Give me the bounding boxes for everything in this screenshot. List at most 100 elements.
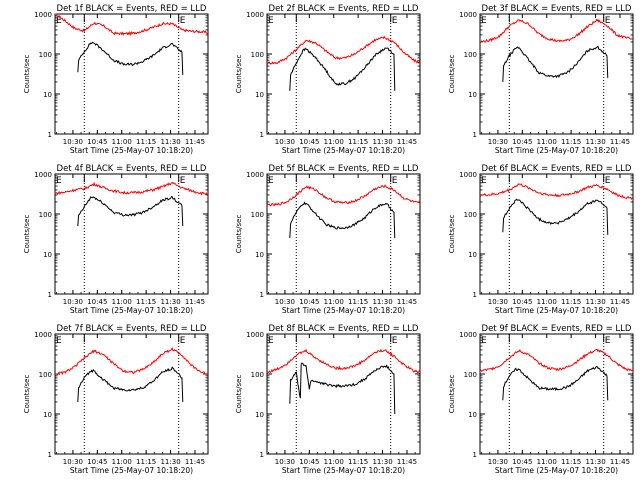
chart-panel-3: Det 3f BLACK = Events, RED = LLD 1 10 100 10… [448,4,633,155]
x-tick-label: 11:15 [136,298,156,306]
chart-panel-9: Det 9f BLACK = Events, RED = LLD11010010… [448,324,633,475]
x-tick-label: 11:30 [372,458,392,466]
x-tick-label: 11:30 [372,298,392,306]
marker-label-left: E [56,176,62,186]
chart-title: Det 3f BLACK = Events, RED = LLD [482,4,632,14]
x-axis-label: Start Time (25-May-07 10:18:20) [495,306,618,315]
x-tick-label: 11:45 [610,138,630,146]
x-tick-label: 11:45 [397,298,417,306]
y-tick-label: 10 [255,411,264,419]
x-tick-label: 11:00 [324,138,344,146]
lld-series-line [267,37,420,64]
y-tick-label: 1 [473,131,477,139]
x-tick-label: 11:00 [537,138,557,146]
marker-label-right: E [180,336,186,346]
y-axis-label: Counts/sec [23,215,31,254]
marker-label-right: E [392,176,398,186]
detector-chart-grid: Det 1f BLACK = Events, RED = LLD 1 10 100 10… [0,0,640,480]
events-series-line [290,203,395,239]
y-axis-label: Counts/sec [235,55,243,94]
events-series-line [78,197,183,226]
x-tick-label: 10:45 [87,458,107,466]
y-tick-label: 100 [464,371,477,379]
x-tick-label: 11:45 [610,458,630,466]
events-series-line [503,367,608,401]
x-tick-label: 10:45 [299,298,319,306]
events-series-line [503,46,608,82]
y-tick-label: 1000 [246,171,264,179]
x-tick-label: 10:45 [299,138,319,146]
marker-label-left: E [481,16,487,26]
plot-frame [267,14,420,134]
marker-label-right: E [605,336,611,346]
x-tick-label: 10:30 [275,298,295,306]
x-tick-label: 10:45 [512,138,532,146]
y-axis-label: Counts/sec [448,55,456,94]
chart-panel-7: Det 7f BLACK = Events, RED = LLD11010010… [23,324,208,475]
lld-series-line [267,350,420,373]
chart-panel-2: Det 2f BLACK = Events, RED = LLD 1 10 100 10… [235,4,420,155]
x-tick-label: 11:30 [585,458,605,466]
x-tick-label: 11:00 [324,458,344,466]
y-tick-label: 1 [48,291,52,299]
y-axis-label: Counts/sec [235,375,243,414]
chart-title: Det 4f BLACK = Events, RED = LLD [57,164,207,174]
marker-label-right: E [180,16,186,26]
y-axis-label: Counts/sec [235,215,243,254]
x-tick-label: 10:30 [488,138,508,146]
x-tick-label: 11:30 [585,138,605,146]
x-tick-label: 11:45 [397,458,417,466]
x-tick-label: 11:00 [537,298,557,306]
x-axis-label: Start Time (25-May-07 10:18:20) [70,466,193,475]
x-tick-label: 11:30 [372,138,392,146]
chart-panel-8: Det 8f BLACK = Events, RED = LLD11010010… [235,324,420,475]
x-tick-label: 11:30 [160,298,180,306]
x-tick-label: 11:45 [397,138,417,146]
y-tick-label: 10 [43,411,52,419]
y-tick-label: 100 [39,371,52,379]
y-tick-label: 1 [473,291,477,299]
x-axis-label: Start Time (25-May-07 10:18:20) [70,306,193,315]
y-tick-label: 1000 [459,171,477,179]
chart-title: Det 1f BLACK = Events, RED = LLD [57,4,207,14]
x-tick-label: 10:45 [87,138,107,146]
y-tick-label: 1 [473,451,477,459]
y-tick-label: 10 [468,251,477,259]
marker-label-left: E [481,336,487,346]
x-tick-label: 11:00 [112,298,132,306]
y-tick-label: 1 [260,291,264,299]
x-tick-label: 11:45 [185,298,205,306]
x-axis-label: Start Time (25-May-07 10:18:20) [495,466,618,475]
y-tick-label: 100 [251,371,264,379]
x-tick-label: 10:30 [488,298,508,306]
x-tick-label: 11:00 [537,458,557,466]
events-series-line [503,199,608,235]
chart-panel-4: Det 4f BLACK = Events, RED = LLD11010010… [23,164,208,315]
events-series-line [290,48,395,91]
x-tick-label: 11:45 [610,298,630,306]
x-axis-label: Start Time (25-May-07 10:18:20) [495,146,618,155]
x-tick-label: 10:30 [275,138,295,146]
marker-label-left: E [268,336,274,346]
marker-label-right: E [392,16,398,26]
marker-label-right: E [605,176,611,186]
x-tick-label: 11:00 [112,458,132,466]
y-tick-label: 1 [260,451,264,459]
chart-panel-1: Det 1f BLACK = Events, RED = LLD 1 10 100 10… [23,4,208,155]
lld-series-line [480,184,633,199]
y-tick-label: 100 [251,211,264,219]
chart-title: Det 8f BLACK = Events, RED = LLD [269,324,419,334]
y-tick-label: 10 [255,91,264,99]
y-tick-label: 1000 [34,331,52,339]
x-axis-label: Start Time (25-May-07 10:18:20) [70,146,193,155]
x-axis-label: Start Time (25-May-07 10:18:20) [282,306,405,315]
y-tick-label: 1000 [459,11,477,19]
marker-label-left: E [481,176,487,186]
x-tick-label: 10:30 [63,138,83,146]
lld-series-line [267,185,420,206]
x-tick-label: 11:15 [561,298,581,306]
marker-label-left: E [56,336,62,346]
x-tick-label: 10:30 [63,458,83,466]
x-tick-label: 11:45 [185,458,205,466]
chart-title: Det 9f BLACK = Events, RED = LLD [482,324,632,334]
